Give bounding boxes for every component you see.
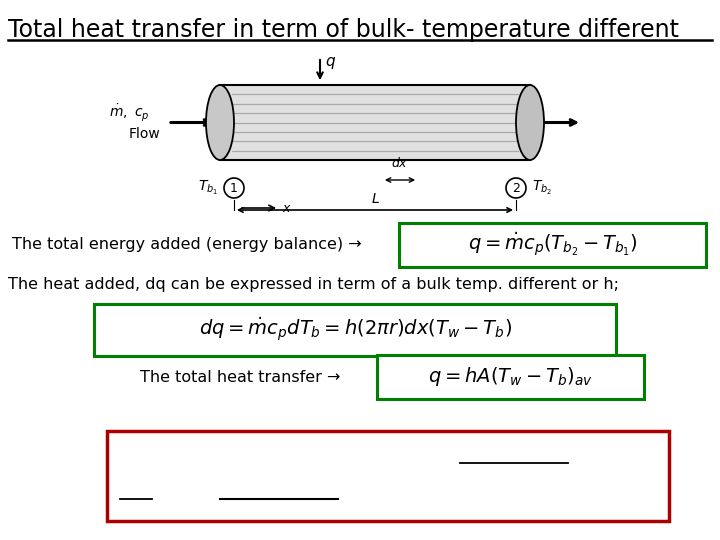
Text: $x$: $x$ [282, 201, 292, 214]
Text: $L$: $L$ [371, 192, 379, 206]
Text: $\dot{m},\ c_p$: $\dot{m},\ c_p$ [109, 102, 150, 123]
Ellipse shape [206, 85, 234, 160]
FancyBboxPatch shape [377, 355, 644, 399]
Text: $T_{b_1}$: $T_{b_1}$ [198, 179, 218, 197]
FancyBboxPatch shape [399, 223, 706, 267]
Text: Flow: Flow [128, 127, 160, 141]
Text: tube: tube [120, 484, 157, 500]
Text: Total heat transfer in term of bulk- temperature different: Total heat transfer in term of bulk- tem… [8, 18, 679, 42]
Text: → used: → used [152, 484, 220, 500]
FancyBboxPatch shape [94, 304, 616, 356]
Circle shape [506, 178, 526, 198]
Text: $q$: $q$ [325, 55, 336, 71]
Text: $dq = \dot{m}c_p dT_b = h(2\pi r)dx(T_w - T_b)$: $dq = \dot{m}c_p dT_b = h(2\pi r)dx(T_w … [199, 316, 511, 344]
Text: to determine fluid properties: to determine fluid properties [338, 484, 575, 500]
Circle shape [224, 178, 244, 198]
FancyBboxPatch shape [107, 431, 669, 521]
Text: The heat added, dq can be expressed in term of a bulk temp. different or h;: The heat added, dq can be expressed in t… [8, 276, 619, 292]
Text: 2: 2 [512, 181, 520, 194]
Text: $q = \dot{m}c_p(T_{b_2} - T_{b_1})$: $q = \dot{m}c_p(T_{b_2} - T_{b_1})$ [467, 231, 637, 259]
Text: The total heat transfer →: The total heat transfer → [140, 369, 341, 384]
Ellipse shape [516, 85, 544, 160]
Text: 1: 1 [230, 181, 238, 194]
Bar [220, 85, 530, 160]
Text: $q = hA(T_w - T_b)_{av}$: $q = hA(T_w - T_b)_{av}$ [428, 366, 593, 388]
Text: Note: When the statement is made that a: Note: When the statement is made that a [120, 449, 460, 463]
Text: the Bulk Temp.: the Bulk Temp. [220, 484, 355, 500]
Text: $T_{b_2}$: $T_{b_2}$ [532, 179, 552, 197]
Bar [220, 85, 530, 160]
Text: The total energy added (energy balance) →: The total energy added (energy balance) … [12, 238, 361, 253]
Text: fluid enters a: fluid enters a [460, 449, 567, 463]
Text: $dx$: $dx$ [391, 156, 409, 170]
